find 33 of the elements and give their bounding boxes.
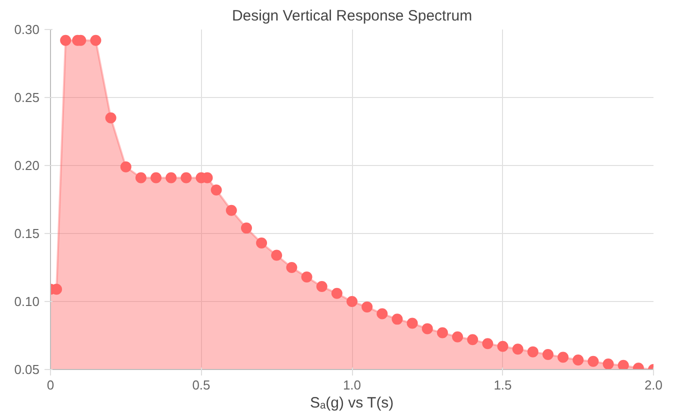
point: [362, 301, 373, 312]
point: [120, 161, 132, 172]
point: [210, 184, 222, 196]
y-tick-label: 0.10: [14, 294, 40, 309]
point: [90, 34, 102, 46]
y-tick-label: 0.20: [14, 158, 40, 173]
x-tick-label: 0.5: [192, 378, 210, 392]
chart-title: Design Vertical Response Spectrum: [232, 8, 472, 24]
point: [422, 323, 433, 334]
x-axis-title: Sₐ(g) vs T(s): [310, 394, 394, 412]
x-tick-label: 1.5: [494, 378, 512, 392]
point: [392, 314, 403, 325]
y-tick-label: 0.30: [14, 22, 40, 37]
point: [256, 238, 268, 249]
point: [467, 334, 478, 346]
point: [376, 308, 388, 320]
x-tick-label: 2.0: [644, 378, 663, 392]
y-tick-label: 0.15: [14, 226, 40, 241]
x-tick-label: 0: [46, 378, 54, 392]
point: [436, 327, 448, 338]
y-tick-label: 0.05: [14, 362, 40, 377]
point: [331, 288, 342, 299]
point: [286, 262, 298, 273]
point: [301, 272, 312, 283]
point: [316, 281, 328, 292]
point: [240, 222, 252, 234]
y-tick-label: 0.25: [14, 90, 40, 105]
point: [271, 250, 282, 261]
point: [406, 318, 418, 329]
point: [105, 112, 116, 124]
point: [226, 204, 237, 216]
x-tick-label: 1.0: [342, 378, 362, 392]
point: [346, 296, 358, 307]
